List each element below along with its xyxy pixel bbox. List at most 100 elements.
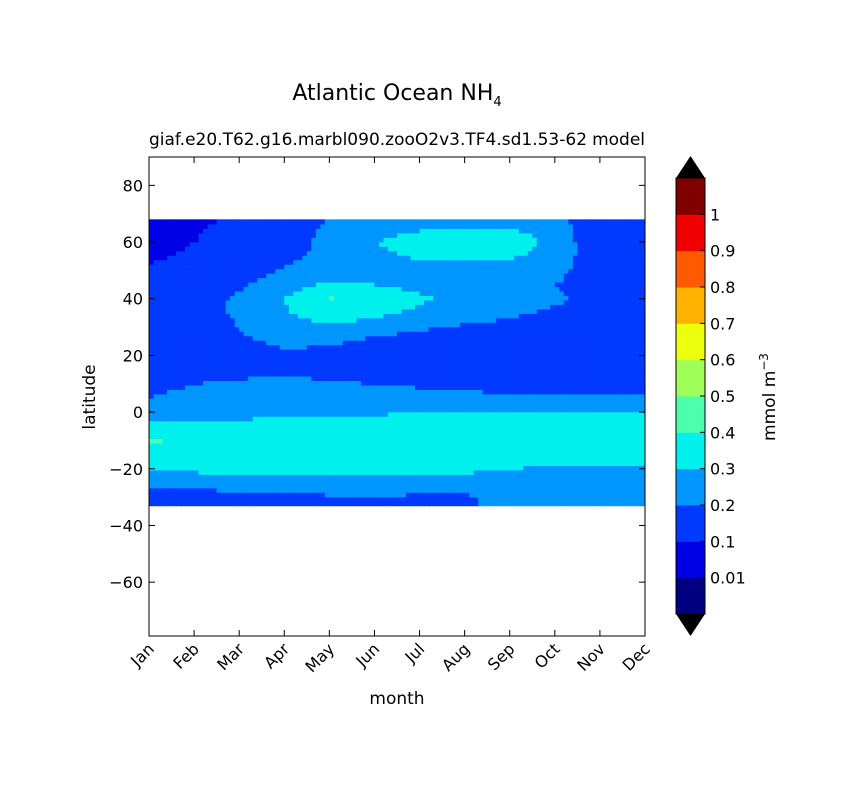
heatmap-cell <box>194 353 200 359</box>
heatmap-cell <box>239 299 245 305</box>
heatmap-cell <box>401 375 407 381</box>
heatmap-cell <box>415 326 421 332</box>
heatmap-cell <box>239 434 245 440</box>
heatmap-cell <box>324 420 330 426</box>
heatmap-cell <box>527 384 533 390</box>
heatmap-cell <box>185 331 191 337</box>
heatmap-cell <box>252 358 258 364</box>
heatmap-cell <box>505 492 511 498</box>
heatmap-cell <box>397 366 403 373</box>
heatmap-cell <box>473 340 479 346</box>
heatmap-cell <box>324 331 330 337</box>
heatmap-cell <box>311 411 317 417</box>
heatmap-cell <box>586 456 592 462</box>
heatmap-cell <box>216 465 222 471</box>
heatmap-cell <box>225 402 231 408</box>
heatmap-cell <box>586 313 592 319</box>
heatmap-cell <box>320 362 326 368</box>
heatmap-cell <box>338 483 344 489</box>
heatmap-cell <box>387 322 394 328</box>
heatmap-cell <box>469 402 475 408</box>
heatmap-cell <box>387 416 394 422</box>
heatmap-cell <box>360 335 367 341</box>
heatmap-cell <box>572 308 578 314</box>
heatmap-cell <box>442 501 448 507</box>
heatmap-cell <box>275 420 281 426</box>
heatmap-cell <box>315 469 321 475</box>
heatmap-cell <box>622 393 628 399</box>
heatmap-cell <box>545 487 551 493</box>
heatmap-cell <box>351 402 358 408</box>
heatmap-cell <box>473 434 479 440</box>
heatmap-cell <box>189 501 195 507</box>
heatmap-cell <box>378 465 385 471</box>
heatmap-cell <box>243 483 249 489</box>
heatmap-cell <box>397 443 403 449</box>
heatmap-cell <box>275 340 281 346</box>
heatmap-cell <box>203 331 209 337</box>
heatmap-cell <box>545 308 551 314</box>
heatmap-cell <box>243 326 249 332</box>
heatmap-cell <box>194 496 200 502</box>
heatmap-cell <box>545 366 551 373</box>
heatmap-cell <box>595 313 601 319</box>
heatmap-cell <box>356 407 362 413</box>
heatmap-cell <box>442 358 448 364</box>
heatmap-cell <box>595 434 601 440</box>
heatmap-cell <box>622 375 628 381</box>
heatmap-cell <box>577 317 583 323</box>
heatmap-cell <box>437 460 443 466</box>
heatmap-cell <box>167 313 173 319</box>
heatmap-cell <box>563 308 569 314</box>
heatmap-cell <box>275 331 281 337</box>
heatmap-cell <box>572 340 578 346</box>
heatmap-cell <box>333 501 339 507</box>
heatmap-cell <box>383 326 389 332</box>
heatmap-cell <box>387 407 394 413</box>
heatmap-cell <box>419 371 425 377</box>
heatmap-cell <box>433 402 439 408</box>
heatmap-cell <box>496 425 502 431</box>
heatmap-cell <box>203 478 209 484</box>
heatmap-cell <box>541 456 547 462</box>
heatmap-cell <box>473 416 479 422</box>
heatmap-cell <box>626 496 633 502</box>
heatmap-cell <box>261 362 267 368</box>
heatmap-cell <box>460 358 466 364</box>
heatmap-cell <box>518 304 524 310</box>
heatmap-cell <box>149 447 155 453</box>
heatmap-cell <box>279 353 285 359</box>
heatmap-cell <box>198 358 204 364</box>
heatmap-cell <box>401 407 407 413</box>
heatmap-cell <box>536 478 542 484</box>
heatmap-cell <box>248 469 254 475</box>
heatmap-cell <box>315 375 321 381</box>
heatmap-cell <box>162 393 168 399</box>
heatmap-cell <box>234 335 240 341</box>
heatmap-cell <box>185 501 191 507</box>
heatmap-cell <box>360 380 367 386</box>
heatmap-cell <box>442 353 448 359</box>
heatmap-cell <box>266 384 272 390</box>
heatmap-cell <box>252 443 258 449</box>
heatmap-cell <box>279 384 285 390</box>
heatmap-cell <box>383 469 389 475</box>
heatmap-cell <box>324 358 330 364</box>
heatmap-cell <box>469 456 475 462</box>
heatmap-cell <box>333 317 339 323</box>
heatmap-cell <box>523 429 529 435</box>
heatmap-cell <box>360 331 367 337</box>
heatmap-cell <box>500 460 506 466</box>
heatmap-cell <box>239 389 245 395</box>
heatmap-cell <box>216 349 222 355</box>
heatmap-cell <box>469 322 475 328</box>
heatmap-cell <box>572 380 578 386</box>
heatmap-cell <box>365 478 371 484</box>
heatmap-cell <box>599 411 606 417</box>
heatmap-cell <box>221 451 227 458</box>
heatmap-cell <box>599 380 606 386</box>
heatmap-cell <box>505 456 511 462</box>
heatmap-cell <box>604 384 610 390</box>
heatmap-cell <box>397 447 403 453</box>
heatmap-cell <box>428 344 434 350</box>
